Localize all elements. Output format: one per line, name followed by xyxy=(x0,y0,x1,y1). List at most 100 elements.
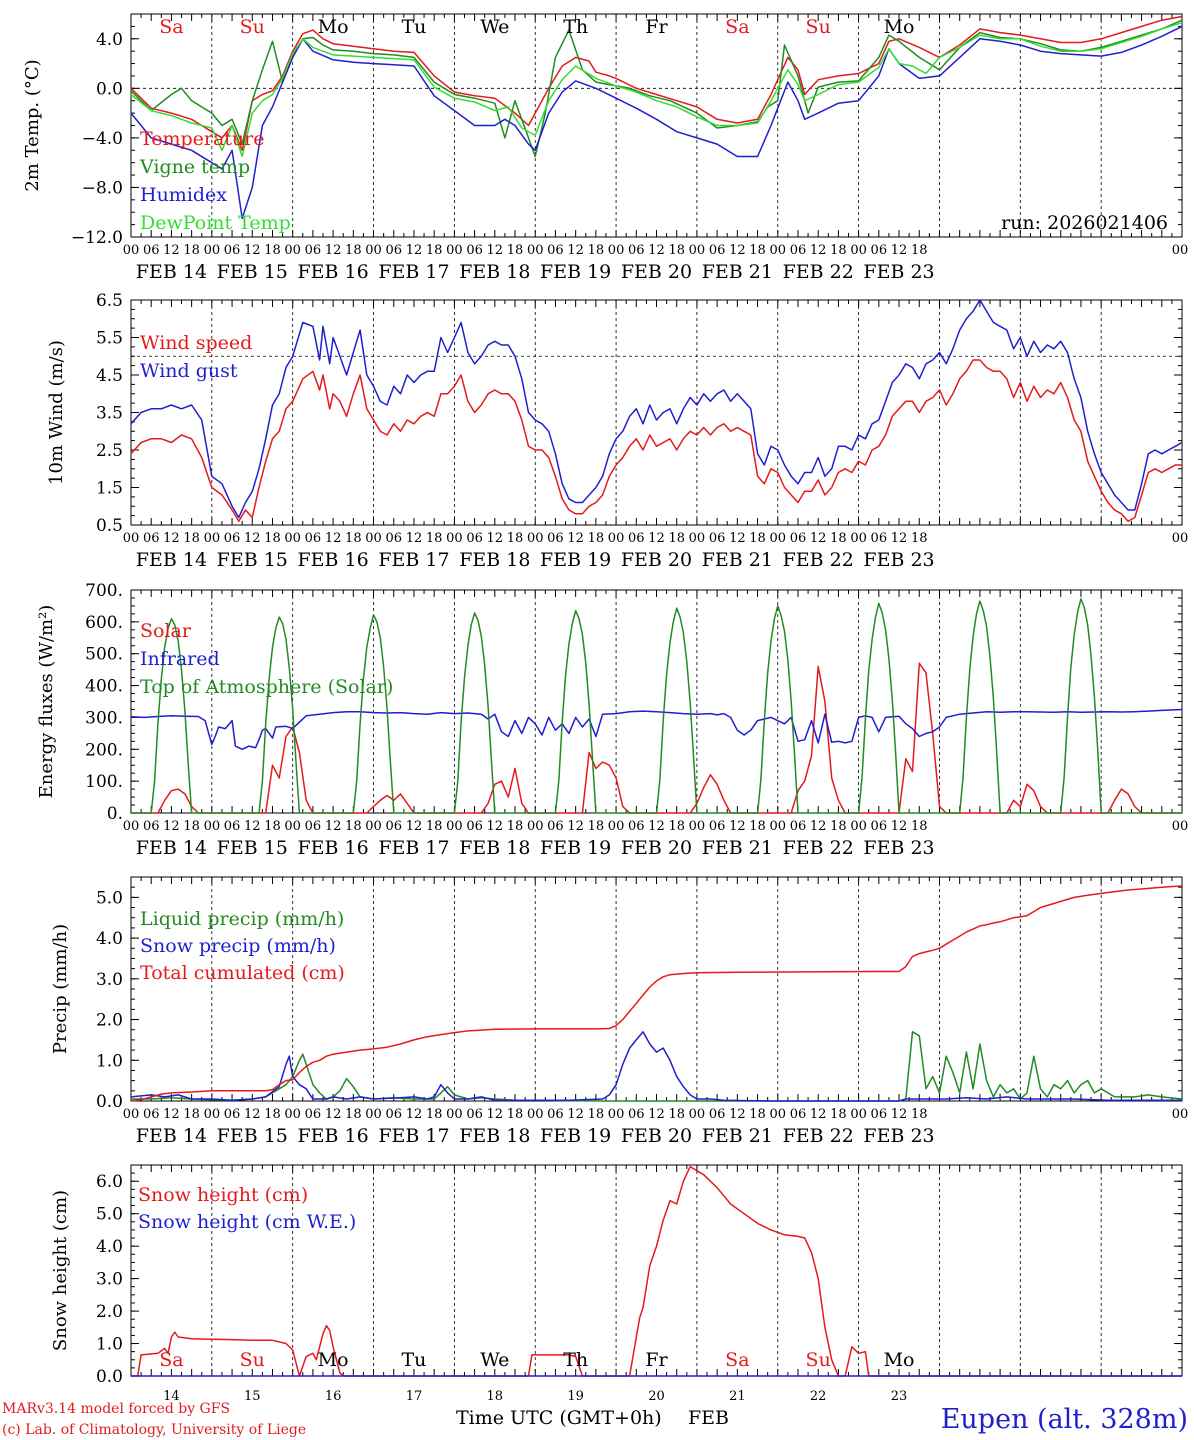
hour-tick-label: 00 xyxy=(123,243,140,258)
hour-tick-label: 00 xyxy=(1172,1107,1189,1122)
date-label: FEB 22 xyxy=(783,549,854,571)
hour-tick-label: 06 xyxy=(709,243,726,258)
date-label: FEB 14 xyxy=(136,261,207,283)
date-label: FEB 17 xyxy=(378,1125,449,1147)
hour-tick-label: 12 xyxy=(406,1107,423,1122)
legend-entry: DewPoint Temp xyxy=(140,212,291,234)
hour-tick-label: 18 xyxy=(749,1107,766,1122)
hour-tick-label: 06 xyxy=(547,531,564,546)
hour-tick-label: 18 xyxy=(183,243,200,258)
y-tick-label: 500. xyxy=(85,645,123,665)
hour-tick-label: 00 xyxy=(123,819,140,834)
hour-tick-label: 00 xyxy=(608,819,625,834)
hour-tick-label: 18 xyxy=(183,531,200,546)
location-label: Eupen (alt. 328m) xyxy=(941,1404,1188,1435)
date-label: FEB 15 xyxy=(217,549,288,571)
hour-tick-label: 06 xyxy=(871,531,888,546)
hour-tick-label: 12 xyxy=(325,819,342,834)
hour-tick-label: 12 xyxy=(567,243,584,258)
hour-tick-label: 00 xyxy=(769,531,786,546)
hour-tick-label: 12 xyxy=(163,819,180,834)
hour-tick-label: 06 xyxy=(385,1107,402,1122)
hour-tick-label: 06 xyxy=(466,243,483,258)
date-label: FEB 15 xyxy=(217,1125,288,1147)
hour-tick-label: 00 xyxy=(204,243,221,258)
y-tick-label: 0.5 xyxy=(96,516,123,536)
hour-tick-label: 12 xyxy=(406,243,423,258)
chart-panel-energy: 700. 600. 500. 400. 300. 200. 100. 0. Energy flu… xyxy=(36,581,1188,859)
date-label: FEB 23 xyxy=(863,837,934,859)
date-label: FEB 15 xyxy=(217,837,288,859)
hour-tick-label: 06 xyxy=(385,243,402,258)
hour-tick-label: 12 xyxy=(567,1107,584,1122)
hour-tick-label: 12 xyxy=(567,819,584,834)
hour-tick-label: 06 xyxy=(547,819,564,834)
credit-line-1: MARv3.14 model forced by GFS xyxy=(2,1401,230,1417)
hour-tick-label: 18 xyxy=(668,243,685,258)
date-label: FEB 23 xyxy=(863,1125,934,1147)
hour-tick-label: 18 xyxy=(183,1107,200,1122)
series-line-top-of-atmosphere-solar xyxy=(131,598,1182,814)
hour-tick-label: 06 xyxy=(385,819,402,834)
y-tick-label: 2.0 xyxy=(96,1011,123,1031)
hour-tick-label: 00 xyxy=(365,1107,382,1122)
hour-tick-label: 00 xyxy=(689,819,706,834)
day-number-label: 18 xyxy=(487,1389,504,1404)
hour-tick-label: 00 xyxy=(527,819,544,834)
hour-tick-label: 18 xyxy=(426,1107,443,1122)
hour-tick-label: 00 xyxy=(284,243,301,258)
hour-tick-label: 00 xyxy=(689,243,706,258)
hour-tick-label: 00 xyxy=(284,819,301,834)
y-tick-label: 4.0 xyxy=(96,1237,123,1257)
hour-tick-label: 06 xyxy=(143,531,160,546)
hour-tick-label: 00 xyxy=(446,819,463,834)
day-number-label: 19 xyxy=(567,1389,584,1404)
hour-tick-label: 18 xyxy=(345,531,362,546)
hour-tick-label: 06 xyxy=(143,1107,160,1122)
legend-entry: Snow height (cm W.E.) xyxy=(138,1211,356,1233)
legend-entry: Snow height (cm) xyxy=(138,1184,308,1206)
hour-tick-label: 00 xyxy=(850,819,867,834)
day-label: Su xyxy=(240,1349,265,1371)
hour-tick-label: 18 xyxy=(507,1107,524,1122)
day-number-label: 17 xyxy=(406,1389,423,1404)
hour-tick-label: 12 xyxy=(487,531,504,546)
y-tick-label: 3.0 xyxy=(96,970,123,990)
y-tick-label: 1.0 xyxy=(96,1335,123,1355)
hour-tick-label: 12 xyxy=(729,1107,746,1122)
panel-frame xyxy=(130,589,1183,814)
y-tick-label: 400. xyxy=(85,677,123,697)
date-label: FEB 16 xyxy=(297,261,368,283)
y-tick-label: 0.0 xyxy=(96,79,123,99)
date-label: FEB 19 xyxy=(540,549,611,571)
hour-tick-label: 18 xyxy=(345,243,362,258)
date-label: FEB 20 xyxy=(621,261,692,283)
legend-entry: Vigne temp xyxy=(139,156,250,178)
hour-tick-label: 12 xyxy=(163,243,180,258)
hour-tick-label: 06 xyxy=(547,1107,564,1122)
hour-tick-label: 00 xyxy=(769,819,786,834)
hour-tick-label: 06 xyxy=(224,243,241,258)
hour-tick-label: 18 xyxy=(507,819,524,834)
day-label: Tu xyxy=(402,16,427,38)
hour-tick-label: 06 xyxy=(790,819,807,834)
date-label: FEB 21 xyxy=(702,837,773,859)
series-line-liquid-precip-mm-h xyxy=(131,1031,1183,1102)
day-label: Sa xyxy=(159,1349,183,1371)
hour-tick-label: 12 xyxy=(406,531,423,546)
hour-tick-label: 06 xyxy=(305,243,322,258)
legend-entry: Top of Atmosphere (Solar) xyxy=(140,676,393,698)
hour-tick-label: 06 xyxy=(790,531,807,546)
hour-tick-label: 12 xyxy=(244,531,261,546)
day-label: We xyxy=(480,1349,509,1371)
y-tick-label: 100. xyxy=(85,772,123,792)
month-label: FEB xyxy=(688,1407,729,1429)
hour-tick-label: 00 xyxy=(769,1107,786,1122)
legend-entry: Snow precip (mm/h) xyxy=(140,935,336,957)
chart-panel-temp: 4.0 0.0 −4.0 −8.0 −12.0 2m Temp. (°C) Temperat… xyxy=(22,13,1188,283)
y-tick-label: 5.0 xyxy=(96,888,123,908)
hour-tick-label: 18 xyxy=(588,531,605,546)
date-label: FEB 22 xyxy=(783,837,854,859)
hour-tick-label: 12 xyxy=(567,531,584,546)
